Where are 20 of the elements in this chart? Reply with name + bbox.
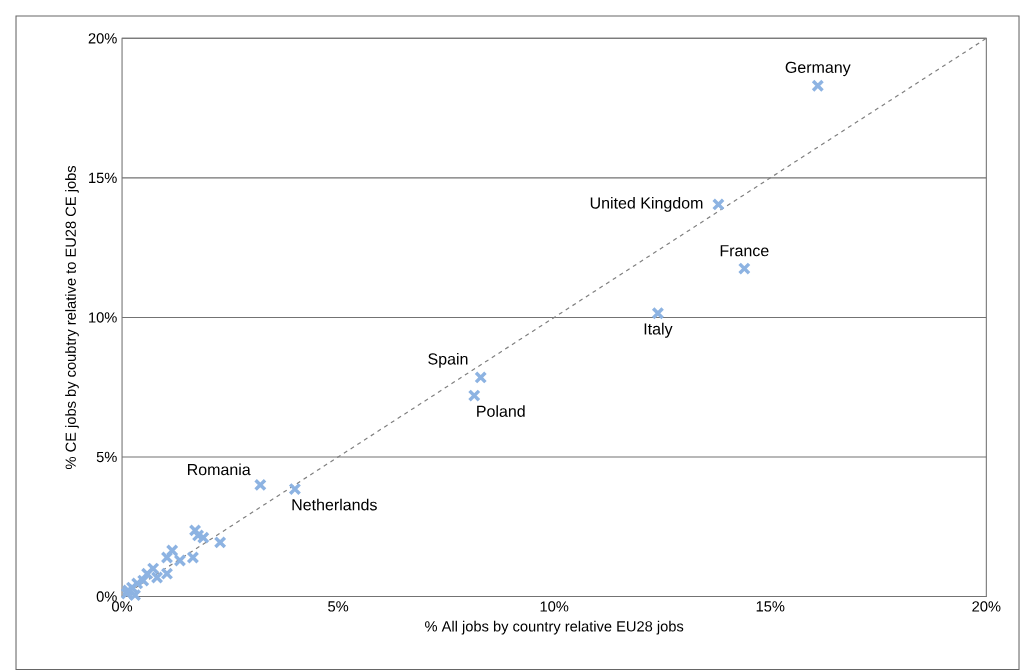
x-tick-label: 20% xyxy=(972,601,1001,612)
annotation: Romania xyxy=(187,463,251,476)
x-tick-label: 0% xyxy=(112,601,133,612)
annotation: Italy xyxy=(644,322,673,338)
y-tick-label: 0% xyxy=(96,591,117,602)
annotation: Netherlands xyxy=(292,498,377,511)
x-tick-label: 15% xyxy=(756,601,785,612)
x-tick-label: 10% xyxy=(540,601,569,612)
y-tick-label: 15% xyxy=(89,172,117,184)
annotation: Germany xyxy=(785,61,851,77)
y-axis-title: % CE jobs by coubtry relative to EU28 CE jobs xyxy=(65,165,79,469)
annotation: United Kingdom xyxy=(590,196,703,212)
annotation: France xyxy=(720,245,769,257)
annotation: Spain xyxy=(428,352,468,368)
x-axis-title: % All jobs by country relative EU28 jobs xyxy=(425,620,684,635)
y-tick-label: 5% xyxy=(96,451,117,463)
x-tick-label: 5% xyxy=(328,601,349,612)
annotation: Poland xyxy=(477,405,525,417)
y-tick-label: 20% xyxy=(88,33,117,44)
y-tick-label: 10% xyxy=(89,312,117,323)
